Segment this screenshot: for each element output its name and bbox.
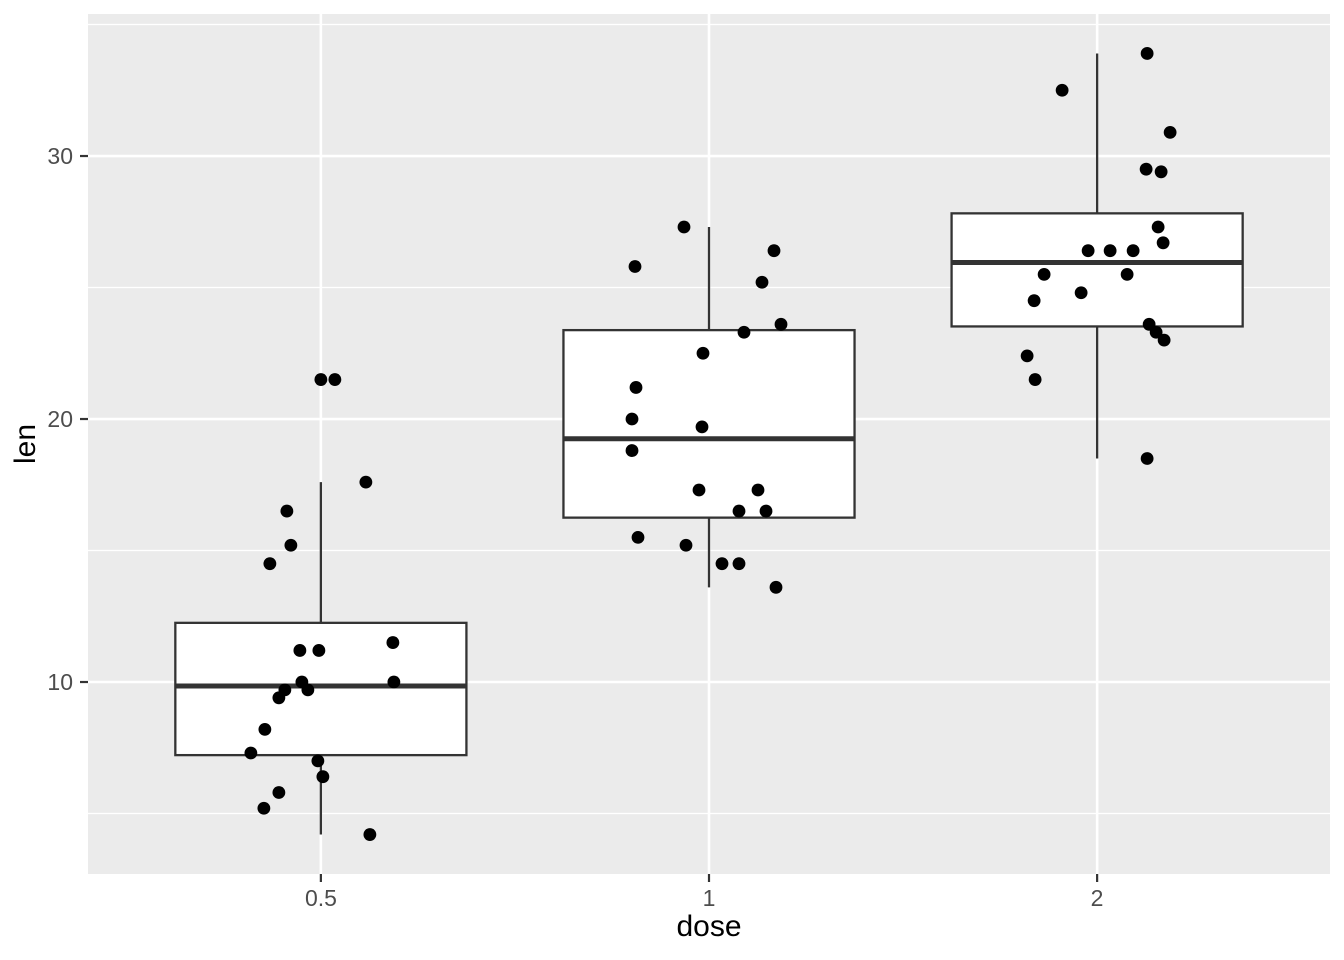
box-1 [562,328,856,519]
box-0.5 [174,621,468,757]
jitter-point-0.5 [257,801,271,815]
jitter-point-0.5 [284,538,298,552]
jitter-point-1 [696,346,710,360]
jitter-point-2 [1028,373,1042,386]
y-tick-label-10: 10 [47,669,73,695]
jitter-point-1 [677,220,691,234]
jitter-point-0.5 [328,373,342,386]
jitter-point-2 [1037,267,1051,281]
x-tick-label-0.5: 0.5 [305,885,337,911]
jitter-point-0.5 [301,683,315,697]
box-2 [950,212,1244,328]
jitter-point-1 [631,530,645,544]
jitter-point-1 [759,504,773,518]
jitter-point-0.5 [263,557,277,571]
jitter-point-0.5 [311,754,325,768]
jitter-point-1 [679,538,693,552]
jitter-point-0.5 [316,770,330,784]
jitter-point-2 [1163,125,1177,139]
jitter-point-2 [1156,236,1170,250]
jitter-point-0.5 [280,504,294,518]
jitter-point-0.5 [244,746,258,760]
jitter-point-1 [737,325,751,339]
jitter-point-1 [625,444,639,457]
jitter-point-0.5 [363,828,377,841]
jitter-point-2 [1151,220,1165,234]
jitter-point-0.5 [258,722,272,736]
jitter-point-1 [732,557,746,571]
jitter-point-2 [1157,333,1171,347]
jitter-point-0.5 [386,636,400,649]
y-tick-label-20: 20 [47,406,73,432]
jitter-point-1 [628,260,642,273]
x-axis-title: dose [676,910,742,943]
jitter-point-1 [715,557,729,571]
jitter-point-2 [1027,294,1041,308]
jitter-point-0.5 [312,644,326,657]
jitter-point-0.5 [272,691,286,705]
jitter-point-2 [1074,286,1088,300]
jitter-point-2 [1140,47,1154,60]
jitter-point-2 [1149,325,1163,339]
jitter-point-2 [1081,244,1095,258]
jitter-point-1 [625,412,639,426]
jitter-point-2 [1154,165,1168,179]
jitter-point-2 [1103,244,1117,258]
jitter-point-0.5 [272,786,286,799]
outlier-point-0.5 [314,373,328,386]
x-tick-label-2: 2 [1090,885,1104,911]
y-tick-label-30: 30 [47,143,73,169]
jitter-point-2 [1120,267,1134,281]
jitter-point-2 [1139,162,1153,176]
x-tick-label-1: 1 [702,885,716,911]
jitter-point-0.5 [387,675,401,689]
jitter-point-2 [1055,83,1069,97]
jitter-point-0.5 [359,475,373,489]
jitter-point-1 [751,483,765,497]
jitter-point-2 [1126,244,1140,258]
jitter-point-1 [732,504,746,518]
jitter-point-1 [774,317,788,331]
jitter-point-1 [769,580,783,594]
jitter-point-0.5 [293,644,307,657]
jitter-point-1 [692,483,706,497]
jitter-point-1 [755,275,769,289]
jitter-point-1 [695,420,709,434]
y-axis-title-text: len [9,423,42,465]
jitter-point-2 [1020,349,1034,363]
jitter-point-1 [767,244,781,258]
jitter-point-2 [1140,452,1154,465]
jitter-point-1 [629,381,643,394]
